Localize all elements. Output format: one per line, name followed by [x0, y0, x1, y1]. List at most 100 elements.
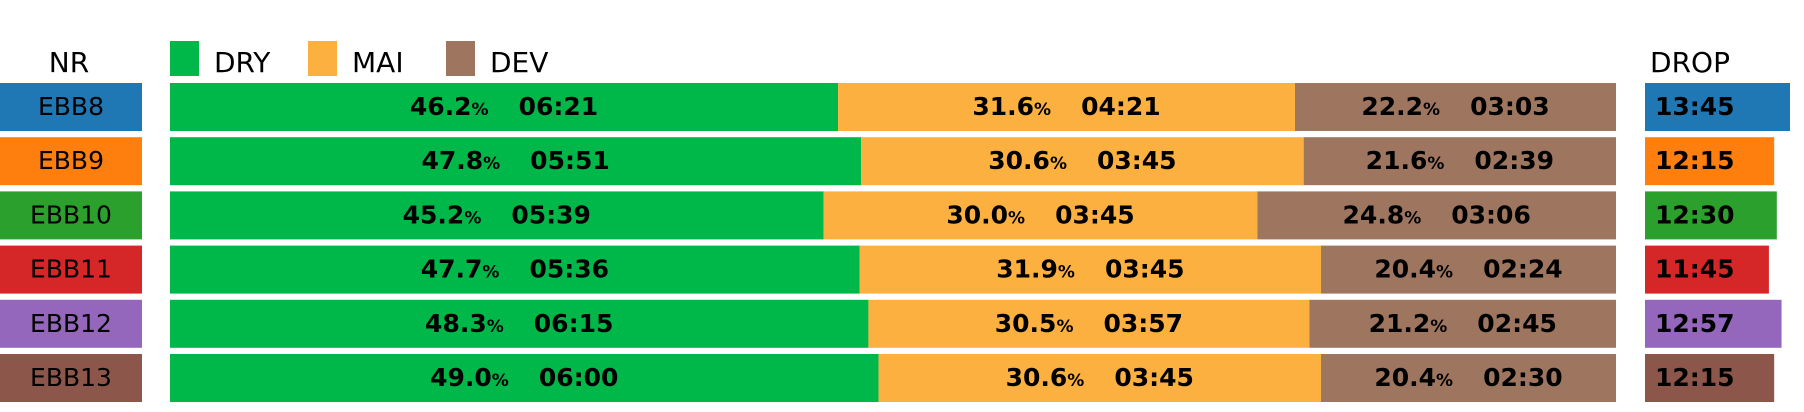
segment-pct-sign: % [1404, 208, 1421, 228]
row-label-box [0, 354, 142, 402]
bar-segment-dev [1303, 137, 1616, 186]
segment-pct: 22.2 [1361, 92, 1423, 121]
segment-value-label: 21.6% 02:39 [1366, 146, 1554, 175]
segment-time: 02:39 [1474, 146, 1554, 175]
segment-time: 03:45 [1055, 200, 1135, 229]
segment-value-label: 49.0% 06:00 [430, 363, 618, 392]
segment-pct: 46.2 [410, 92, 472, 121]
bar-segment-mai [838, 83, 1295, 131]
segment-value-label: 31.9% 03:45 [996, 255, 1184, 284]
segment-time: 05:36 [529, 255, 609, 284]
segment-pct: 31.6 [972, 92, 1034, 121]
bar-segment-dry [170, 191, 824, 240]
row-label: EBB13 [30, 363, 112, 392]
segment-pct-sign: % [1056, 317, 1073, 337]
row-label: EBB12 [30, 309, 112, 338]
segment-pct-sign: % [487, 317, 504, 337]
segment-time: 03:45 [1097, 146, 1177, 175]
drop-bar [1645, 245, 1769, 294]
segment-pct-sign: % [1008, 208, 1025, 228]
bar-segment-dev [1309, 299, 1616, 348]
segment-value-label: 48.3% 06:15 [425, 309, 613, 338]
segment-pct: 31.9 [996, 255, 1058, 284]
segment-pct: 48.3 [425, 309, 487, 338]
segment-time: 02:45 [1477, 309, 1557, 338]
bar-segment-dry [170, 137, 862, 186]
bar-segment-dev [1294, 83, 1616, 131]
row-label-box [0, 83, 142, 131]
segment-pct: 45.2 [403, 200, 465, 229]
row-label-box [0, 137, 142, 186]
segment-time: 06:00 [539, 363, 619, 392]
drop-label: 12:15 [1655, 146, 1735, 175]
segment-pct-sign: % [1430, 317, 1447, 337]
segment-value-label: 47.7% 05:36 [421, 255, 609, 284]
legend-swatch-dev [446, 41, 475, 76]
segment-pct: 30.6 [1006, 363, 1068, 392]
segment-pct-sign: % [1436, 263, 1453, 283]
drop-bar [1645, 354, 1775, 402]
segment-value-label: 46.2% 06:21 [410, 92, 598, 121]
bar-segment-dev [1321, 354, 1616, 402]
bar-segment-mai [859, 245, 1322, 294]
segment-pct-sign: % [1058, 263, 1075, 283]
bar-segment-mai [878, 354, 1322, 402]
row-label-box [0, 299, 142, 348]
segment-pct-sign: % [1436, 371, 1453, 391]
segment-time: 03:45 [1114, 363, 1194, 392]
legend-swatch-dry [170, 41, 199, 76]
segment-value-label: 30.6% 03:45 [1006, 363, 1194, 392]
bar-segment-dev [1321, 245, 1616, 294]
segment-pct-sign: % [1423, 100, 1440, 120]
segment-pct-sign: % [1067, 371, 1084, 391]
bar-segment-dry [170, 354, 879, 402]
bar-segment-dry [170, 83, 839, 131]
drop-bar [1645, 191, 1777, 240]
segment-value-label: 22.2% 03:03 [1361, 92, 1549, 121]
segment-pct: 20.4 [1374, 363, 1436, 392]
segment-time: 03:03 [1470, 92, 1550, 121]
segment-time: 05:39 [511, 200, 591, 229]
nr-header: NR [49, 46, 89, 79]
segment-value-label: 45.2% 05:39 [403, 200, 591, 229]
segment-pct-sign: % [464, 208, 481, 228]
row-label: EBB9 [38, 146, 104, 175]
row-label: EBB8 [38, 92, 104, 121]
bar-segment-dry [170, 245, 860, 294]
segment-value-label: 31.6% 04:21 [972, 92, 1160, 121]
row-label: EBB10 [30, 200, 112, 229]
segment-value-label: 30.0% 03:45 [946, 200, 1134, 229]
segment-pct-sign: % [492, 371, 509, 391]
segment-pct-sign: % [482, 263, 499, 283]
segment-value-label: 30.6% 03:45 [988, 146, 1176, 175]
row-label-box [0, 191, 142, 240]
segment-pct-sign: % [1034, 100, 1051, 120]
segment-pct: 47.8 [421, 146, 483, 175]
drop-label: 13:45 [1655, 92, 1735, 121]
segment-value-label: 24.8% 03:06 [1343, 200, 1531, 229]
bar-segment-mai [861, 137, 1304, 186]
bar-segment-mai [868, 299, 1310, 348]
segment-time: 06:15 [534, 309, 614, 338]
segment-pct-sign: % [1427, 154, 1444, 174]
segment-time: 03:45 [1105, 255, 1185, 284]
segment-pct-sign: % [483, 154, 500, 174]
segment-pct: 30.5 [995, 309, 1057, 338]
drop-header: DROP [1650, 46, 1730, 79]
drop-bar [1645, 137, 1775, 186]
segment-time: 03:57 [1104, 309, 1184, 338]
segment-pct-sign: % [472, 100, 489, 120]
row-label: EBB11 [30, 255, 112, 284]
bar-segment-dry [170, 299, 869, 348]
row-label-box [0, 245, 142, 294]
drop-bar [1645, 299, 1782, 348]
segment-pct: 47.7 [421, 255, 483, 284]
drop-label: 12:30 [1655, 200, 1735, 229]
segment-pct-sign: % [1050, 154, 1067, 174]
segment-value-label: 20.4% 02:30 [1374, 363, 1562, 392]
segment-time: 03:06 [1451, 200, 1531, 229]
legend-label-dev: DEV [490, 46, 548, 79]
legend-label-dry: DRY [214, 46, 271, 79]
